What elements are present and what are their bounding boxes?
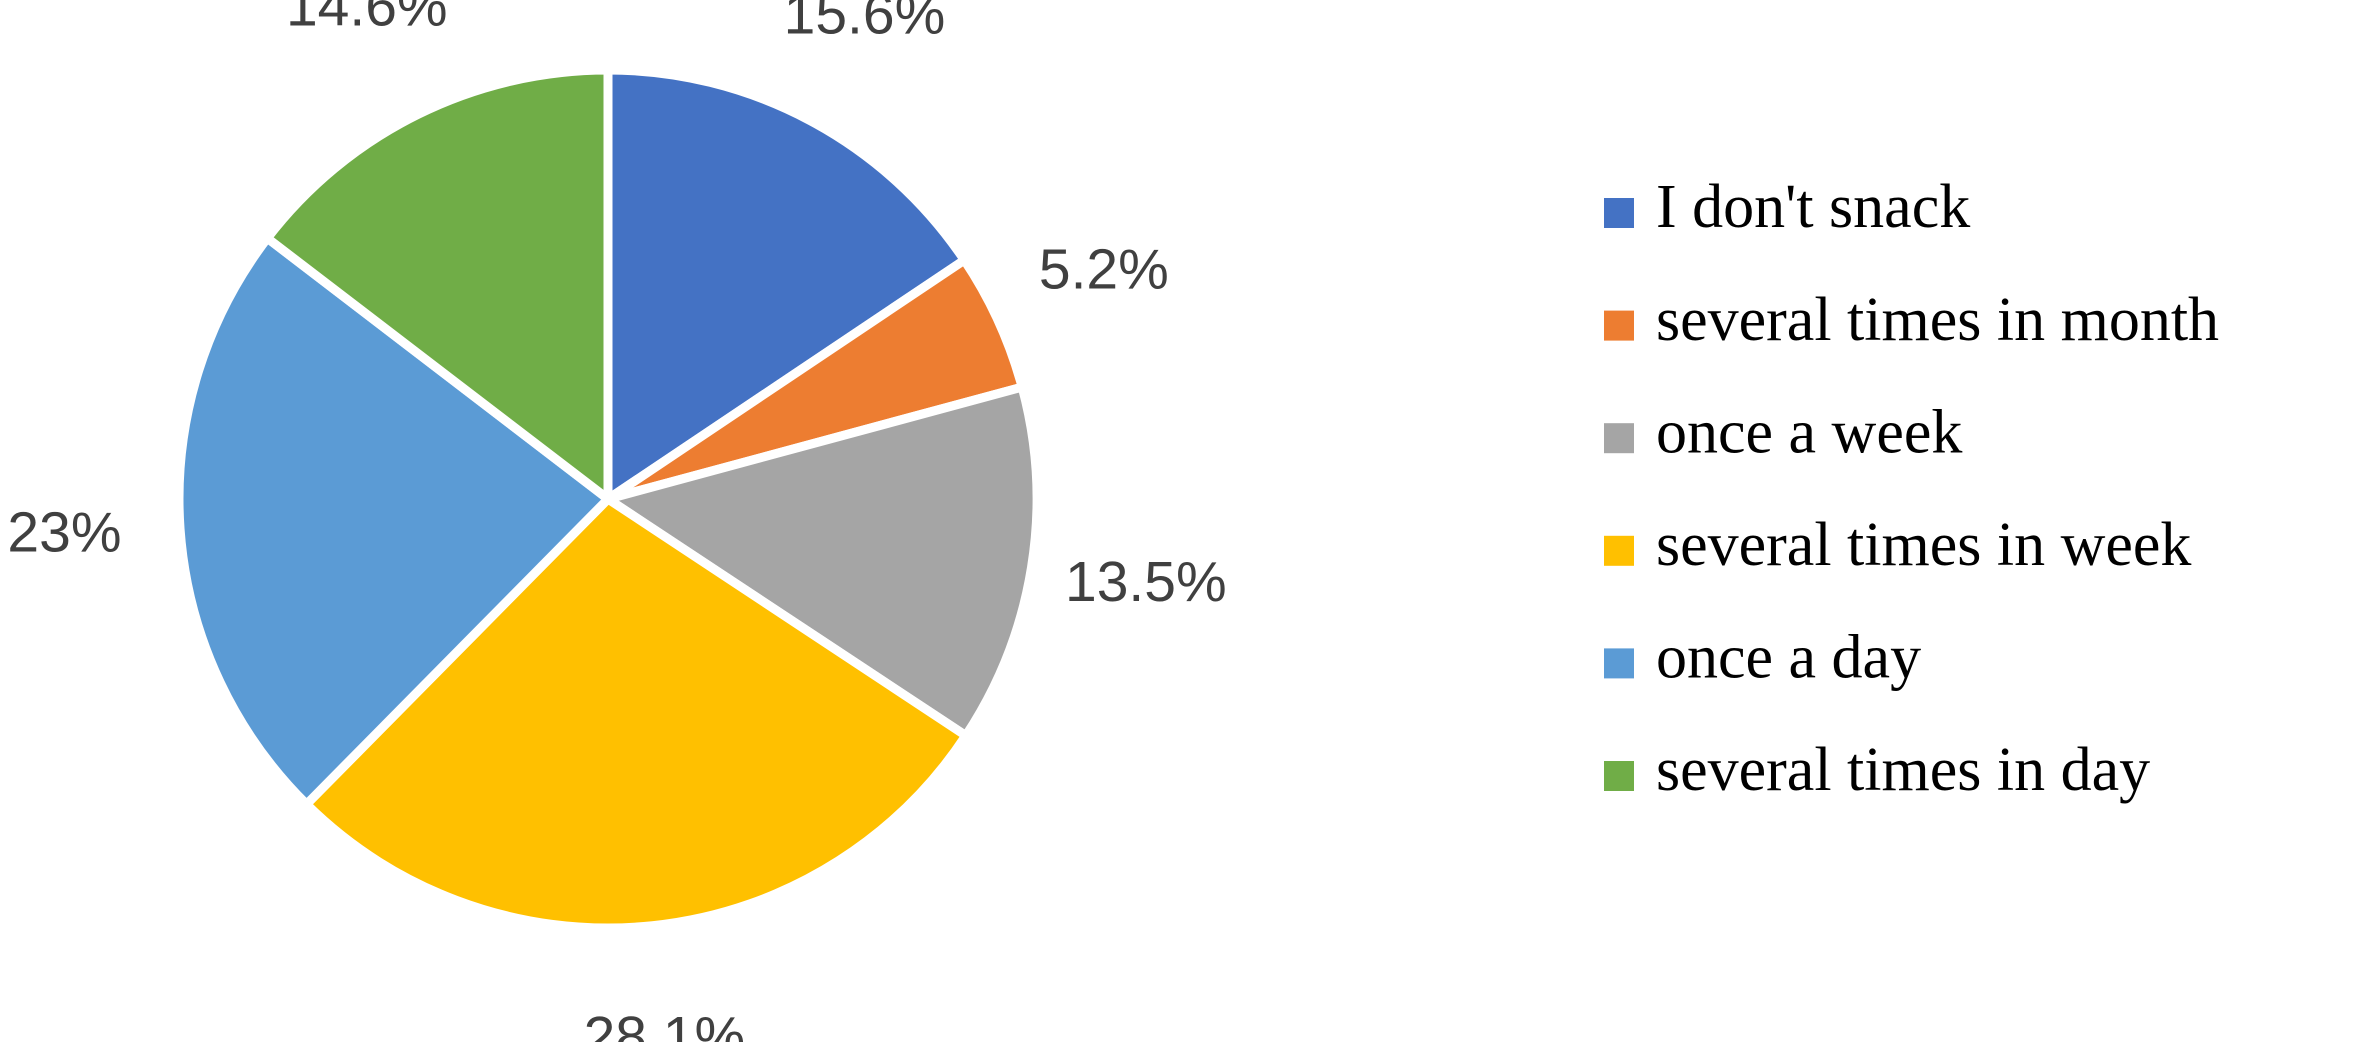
legend-label: several times in month	[1656, 286, 2219, 354]
legend-label: once a week	[1656, 398, 1962, 466]
legend-label: once a day	[1656, 624, 1921, 692]
legend-label: several times in day	[1656, 736, 2150, 804]
data-label: 14.6%	[286, 0, 448, 39]
data-label: 23%	[7, 501, 121, 565]
data-label: 28.1%	[584, 1005, 746, 1042]
data-label: 13.5%	[1065, 550, 1227, 614]
legend-swatch	[1604, 198, 1634, 228]
pie-slice	[603, 382, 1042, 741]
pie-slice	[174, 233, 613, 809]
legend-label: I don't snack	[1656, 173, 1970, 241]
legend-swatch	[1604, 648, 1634, 679]
data-label: 5.2%	[1039, 237, 1169, 301]
pie-slice	[603, 65, 969, 504]
pie-slice	[262, 65, 613, 504]
legend-swatch	[1604, 535, 1634, 566]
legend-label: several times in week	[1656, 511, 2191, 579]
pie-slice	[302, 494, 971, 933]
legend-swatch	[1604, 423, 1634, 454]
legend-swatch	[1604, 761, 1634, 791]
legend-swatch	[1604, 310, 1634, 341]
data-label: 15.6%	[784, 0, 946, 46]
